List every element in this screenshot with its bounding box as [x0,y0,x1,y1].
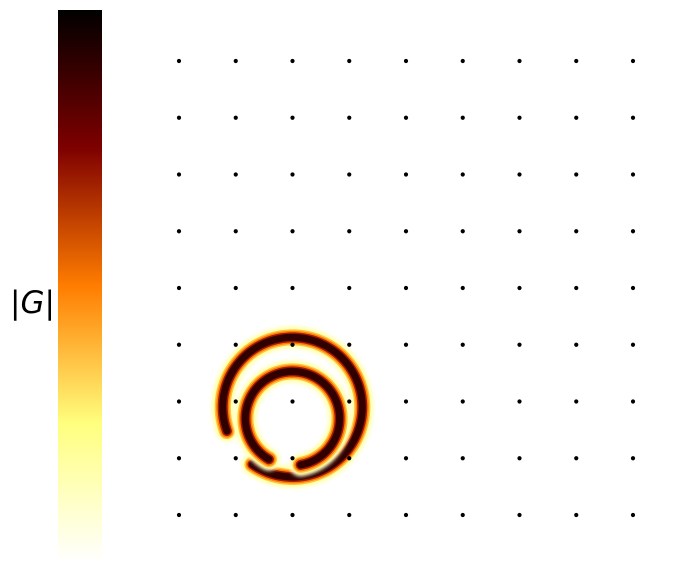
lattice-dot [630,285,636,291]
lattice-dot [460,342,465,347]
inner-arc-band-5 [241,367,344,469]
lattice-dot [460,58,465,64]
lattice-dot [290,229,295,234]
lattice-dot [460,456,465,461]
lattice-dot [403,285,409,291]
lattice-dot [574,512,579,518]
lattice-dot [630,512,636,518]
lattice-dot [630,58,636,64]
colorbar-label-left: | [10,285,21,321]
lattice-dot [460,285,465,291]
lattice-dot [403,456,409,461]
lattice-dot [574,58,579,64]
lattice-dot [403,172,409,177]
colorbar [58,10,102,562]
lattice-dots [176,58,636,518]
lattice-dot [403,115,409,120]
lattice-dot [176,456,182,461]
colorbar-label: |G| [10,288,55,319]
lattice-dot [233,285,238,291]
lattice-dot [630,342,636,347]
lattice-dot [176,58,182,64]
lattice-dot [517,456,522,461]
colorbar-label-right: | [44,285,55,321]
lattice-dot [403,229,409,234]
lattice-dot [233,512,238,518]
colorbar-label-symbol: G [20,285,45,321]
lattice-dot [176,285,182,291]
lattice-dot [233,58,238,64]
lattice-dot [403,512,409,518]
lattice-dot [347,115,352,120]
lattice-dot [574,115,579,120]
lattice-dot [574,399,579,404]
lattice-dot [517,399,522,404]
lattice-dot [403,58,409,64]
lattice-dot [233,399,238,404]
lattice-dot [233,229,238,234]
lattice-dot [290,342,295,347]
lattice-dot [347,399,352,404]
lattice-dot [460,399,465,404]
lattice-dot [176,342,182,347]
lattice-dot [347,512,352,518]
lattice-dot [630,229,636,234]
arc-layer [211,326,374,488]
lattice-dot [517,512,522,518]
lattice-dot [517,172,522,177]
lattice-dot [630,399,636,404]
lattice-dot [460,115,465,120]
lattice-dot [176,115,182,120]
lattice-dot [574,342,579,347]
lattice-dot [517,229,522,234]
lattice-dot [347,342,352,347]
lattice-dot [630,172,636,177]
lattice-dot [290,512,295,518]
lattice-dot [347,456,352,461]
lattice-dot [233,172,238,177]
lattice-dot [233,342,238,347]
lattice-dot [176,172,182,177]
lattice-dot [574,229,579,234]
lattice-dot [403,399,409,404]
lattice-dot [290,456,295,461]
lattice-dot [403,342,409,347]
lattice-dot [517,58,522,64]
lattice-dot [574,172,579,177]
lattice-dot [517,115,522,120]
lattice-dot [290,172,295,177]
lattice-dot [290,399,295,404]
outer-arc-band-5 [219,333,366,481]
lattice-dot [290,115,295,120]
lattice-dot [233,115,238,120]
lattice-dot [460,172,465,177]
lattice-dot [176,399,182,404]
lattice-dot [574,456,579,461]
lattice-dot [290,285,295,291]
lattice-dot [574,285,579,291]
lattice-dot [233,456,238,461]
lattice-dot [347,172,352,177]
lattice-dot [517,285,522,291]
lattice-dot [460,512,465,518]
lattice-dot [176,512,182,518]
lattice-dot [176,229,182,234]
lattice-dot [630,115,636,120]
lattice-dot [460,229,465,234]
lattice-dot [347,285,352,291]
lattice-dot [290,58,295,64]
lattice-dot [517,342,522,347]
lattice-dot [347,58,352,64]
lattice-dot [347,229,352,234]
lattice-dot [630,456,636,461]
